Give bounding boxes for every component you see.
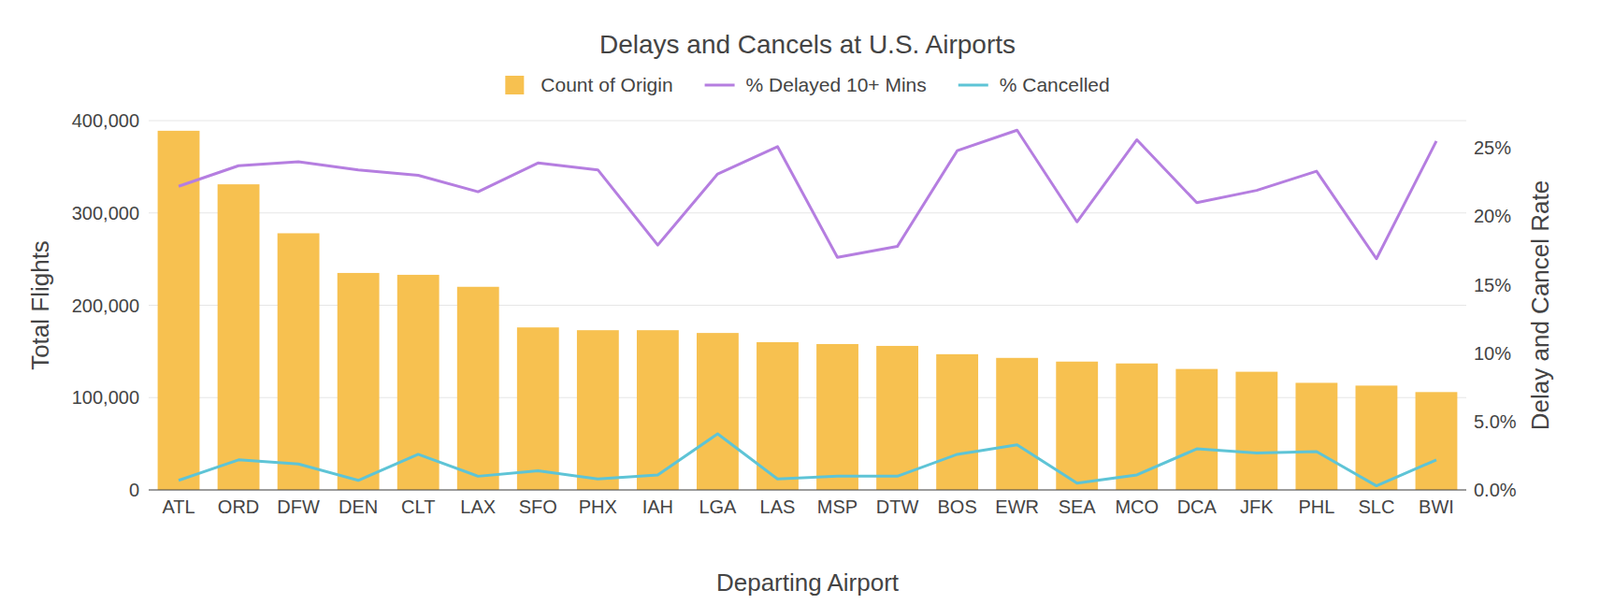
y-tick-label: 100,000 (72, 387, 140, 408)
y2-tick (1466, 420, 1471, 422)
x-tick-label: SFO (518, 496, 558, 518)
y2-tick-label: 20% (1473, 205, 1512, 227)
x-tick-label: LAS (760, 496, 796, 518)
plot-area (158, 129, 1458, 491)
x-tick-label: MSP (817, 496, 858, 518)
y2-tick-label: 15% (1473, 274, 1512, 296)
bar (158, 130, 201, 491)
bar (217, 184, 260, 491)
x-tick-label: SLC (1357, 496, 1395, 518)
y2-tick (1466, 490, 1471, 491)
grid-line (148, 212, 1467, 214)
bar (1355, 385, 1399, 491)
x-tick-label: ORD (217, 496, 260, 518)
x-tick-label: DEN (338, 496, 378, 518)
y2-tick-label: 25% (1473, 137, 1512, 159)
grid-line (148, 120, 1467, 122)
bar (876, 345, 919, 491)
title: Delays and Cancels at U.S. Airports (599, 29, 1016, 59)
bar (1055, 361, 1098, 491)
line (178, 433, 1437, 487)
bar (696, 332, 739, 491)
bar (1235, 372, 1278, 491)
bar (1115, 363, 1158, 491)
x-axis-title: Departing Airport (716, 568, 900, 597)
bar (576, 330, 620, 491)
legend-label: % Cancelled (999, 73, 1110, 96)
x-axis-line (148, 490, 1467, 491)
bar (457, 287, 500, 491)
x-tick-label: ATL (161, 496, 195, 518)
legend-swatch (958, 84, 989, 87)
legend-label: % Delayed 10+ Mins (746, 73, 927, 96)
legend-swatch (504, 75, 524, 95)
x-tick-label: BWI (1418, 496, 1455, 518)
bar (936, 354, 979, 491)
y2-tick (1466, 216, 1471, 217)
bar (995, 358, 1038, 491)
bar (277, 232, 320, 491)
y-axis-title: Total Flights (26, 240, 55, 371)
y2-tick (1466, 147, 1471, 149)
x-tick-label: BOS (936, 496, 977, 518)
y-tick-label: 400,000 (72, 110, 140, 131)
y-tick-label: 300,000 (72, 202, 140, 224)
line (178, 129, 1437, 260)
bar (517, 327, 560, 491)
bar (1415, 391, 1458, 491)
x-tick-label: PHX (578, 496, 618, 518)
legend: Count of Origin % Delayed 10+ Mins % Cance… (504, 73, 1110, 96)
y-tick-label: 0 (129, 479, 140, 501)
legend-label: Count of Origin (540, 73, 673, 96)
y-tick-label: 200,000 (72, 295, 140, 317)
grid-line (148, 490, 1467, 491)
bar (816, 344, 859, 491)
y2-tick-label: 0.0% (1473, 479, 1517, 501)
x-tick-label: PHL (1297, 496, 1335, 518)
y2-tick-label: 5.0% (1473, 411, 1517, 433)
bar (1175, 369, 1218, 491)
y2-axis-title: Delay and Cancel Rate (1526, 180, 1555, 431)
legend-swatch (705, 84, 736, 87)
bar (1295, 382, 1338, 491)
x-tick-label: IAH (642, 496, 674, 518)
chart: 0 100,000 200,000 300,000 400,000 0.0% 5.0% 10%… (0, 0, 1600, 604)
y2-tick (1466, 284, 1471, 286)
x-tick-label: EWR (994, 496, 1039, 518)
x-tick-label: DTW (876, 496, 920, 518)
bar (337, 273, 380, 491)
x-tick-label: MCO (1114, 496, 1159, 518)
x-tick-label: DFW (276, 496, 320, 518)
x-tick-label: CLT (401, 496, 435, 518)
y2-tick-label: 10% (1473, 343, 1512, 364)
x-tick-label: JFK (1239, 496, 1274, 518)
x-tick-label: DCA (1177, 496, 1218, 518)
x-tick-label: LGA (698, 496, 737, 518)
x-tick-label: LAX (460, 496, 496, 518)
bar (397, 274, 440, 491)
y2-tick (1466, 352, 1471, 354)
x-tick-label: SEA (1058, 496, 1097, 518)
